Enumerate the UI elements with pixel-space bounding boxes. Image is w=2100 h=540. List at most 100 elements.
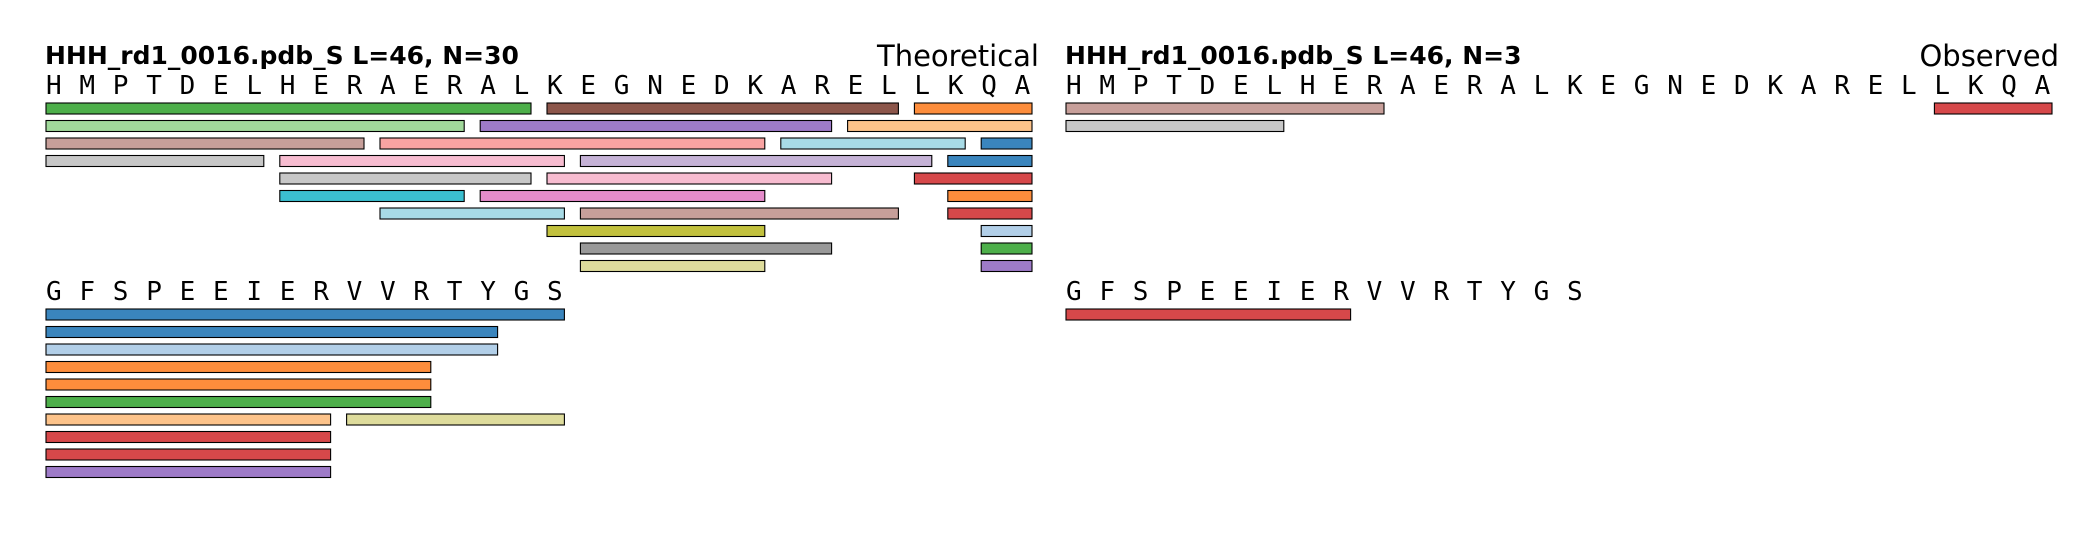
observed-residue-7: L bbox=[1266, 71, 1282, 101]
observed-residue-44: Y bbox=[1500, 277, 1516, 307]
observed-residue-34: P bbox=[1166, 277, 1182, 307]
theoretical-residue-35: E bbox=[180, 277, 196, 307]
observed-peptide-bar-2 bbox=[1933, 102, 2053, 115]
observed-residue-14: A bbox=[1500, 71, 1516, 101]
theoretical-residue-17: E bbox=[580, 71, 596, 101]
theoretical-peptide-bar-1 bbox=[45, 102, 532, 115]
theoretical-residue-23: A bbox=[781, 71, 797, 101]
theoretical-residue-46: S bbox=[547, 277, 563, 307]
observed-residue-36: E bbox=[1233, 277, 1249, 307]
observed-residue-33: S bbox=[1133, 277, 1149, 307]
theoretical-residue-40: V bbox=[347, 277, 363, 307]
observed-peptide-bars bbox=[1065, 102, 2053, 321]
theoretical-peptide-bar-16 bbox=[546, 172, 833, 185]
theoretical-residue-25: E bbox=[848, 71, 864, 101]
observed-residue-28: K bbox=[1968, 71, 1984, 101]
theoretical-peptide-bar-6 bbox=[847, 119, 1033, 133]
observed-label: Observed bbox=[1919, 39, 2059, 73]
theoretical-peptide-bar-26 bbox=[579, 242, 833, 255]
theoretical-residue-30: A bbox=[1015, 71, 1031, 101]
observed-residue-35: E bbox=[1200, 277, 1216, 307]
observed-residue-23: A bbox=[1801, 71, 1817, 101]
observed-residue-37: I bbox=[1266, 277, 1282, 307]
theoretical-peptide-bar-11 bbox=[45, 154, 265, 168]
theoretical-residue-12: E bbox=[413, 71, 429, 101]
theoretical-residue-1: H bbox=[46, 71, 62, 101]
theoretical-residue-19: N bbox=[647, 71, 663, 101]
theoretical-peptide-bar-9 bbox=[780, 137, 966, 150]
theoretical-peptide-bar-30 bbox=[45, 308, 565, 321]
theoretical-peptide-bar-29 bbox=[980, 259, 1033, 273]
theoretical-peptide-bar-39 bbox=[45, 448, 332, 461]
theoretical-residues: H M P T D E L H E R A E R A L K E G N E D K A R E L L K Q AG F S P E E I E R V… bbox=[46, 71, 1031, 307]
theoretical-residue-7: L bbox=[246, 71, 262, 101]
observed-residue-41: V bbox=[1400, 277, 1416, 307]
theoretical-peptide-bar-35 bbox=[45, 395, 432, 409]
theoretical-residue-21: D bbox=[714, 71, 730, 101]
observed-residue-17: E bbox=[1600, 71, 1616, 101]
observed-peptide-bar-4 bbox=[1065, 308, 1352, 321]
theoretical-residue-2: M bbox=[79, 71, 95, 101]
theoretical-peptide-bar-15 bbox=[279, 172, 532, 185]
theoretical-residue-29: Q bbox=[981, 71, 997, 101]
theoretical-peptide-bar-10 bbox=[980, 137, 1033, 150]
theoretical-peptide-bar-13 bbox=[579, 154, 933, 168]
theoretical-peptide-bar-20 bbox=[947, 189, 1033, 203]
theoretical-residue-31: G bbox=[46, 277, 62, 307]
theoretical-residue-15: L bbox=[514, 71, 530, 101]
observed-residue-25: E bbox=[1868, 71, 1884, 101]
theoretical-peptide-bar-3 bbox=[913, 102, 1033, 115]
observed-residue-12: E bbox=[1433, 71, 1449, 101]
theoretical-residue-24: R bbox=[814, 71, 830, 101]
theoretical-residue-4: T bbox=[146, 71, 162, 101]
theoretical-residue-39: R bbox=[313, 277, 329, 307]
theoretical-residue-16: K bbox=[547, 71, 563, 101]
observed-residue-1: H bbox=[1066, 71, 1082, 101]
theoretical-residue-43: T bbox=[447, 277, 463, 307]
theoretical-peptide-bar-5 bbox=[479, 119, 833, 133]
theoretical-peptide-bar-37 bbox=[346, 413, 565, 426]
theoretical-peptide-bar-24 bbox=[546, 224, 766, 238]
theoretical-residue-36: E bbox=[213, 277, 229, 307]
observed-residue-29: Q bbox=[2001, 71, 2017, 101]
theoretical-peptide-bar-7 bbox=[45, 137, 365, 150]
observed-residue-21: D bbox=[1734, 71, 1750, 101]
theoretical-residue-10: R bbox=[347, 71, 363, 101]
observed-residue-39: R bbox=[1333, 277, 1349, 307]
theoretical-residue-32: F bbox=[79, 277, 95, 307]
theoretical-residue-37: I bbox=[246, 277, 262, 307]
observed-residue-20: E bbox=[1701, 71, 1717, 101]
observed-residue-42: R bbox=[1433, 277, 1449, 307]
theoretical-label: Theoretical bbox=[876, 39, 1039, 73]
theoretical-residue-42: R bbox=[413, 277, 429, 307]
observed-residue-16: K bbox=[1567, 71, 1583, 101]
theoretical-peptide-bar-18 bbox=[279, 189, 465, 203]
theoretical-residue-27: L bbox=[914, 71, 930, 101]
theoretical-peptide-bar-4 bbox=[45, 119, 465, 133]
theoretical-peptide-bar-34 bbox=[45, 378, 432, 391]
theoretical-peptide-bar-40 bbox=[45, 465, 332, 479]
observed-title: HHH_rd1_0016.pdb_S L=46, N=3 bbox=[1065, 41, 1522, 70]
theoretical-residue-11: A bbox=[380, 71, 396, 101]
theoretical-residue-14: A bbox=[480, 71, 496, 101]
observed-residue-46: S bbox=[1567, 277, 1583, 307]
theoretical-peptide-bar-38 bbox=[45, 430, 332, 444]
observed-residue-31: G bbox=[1066, 277, 1082, 307]
theoretical-residue-33: S bbox=[113, 277, 129, 307]
theoretical-peptide-bar-12 bbox=[279, 154, 565, 168]
observed-residue-5: D bbox=[1200, 71, 1216, 101]
observed-residue-26: L bbox=[1901, 71, 1917, 101]
observed-residue-4: T bbox=[1166, 71, 1182, 101]
theoretical-residue-5: D bbox=[180, 71, 196, 101]
theoretical-peptide-bar-31 bbox=[45, 325, 499, 339]
observed-peptide-bar-3 bbox=[1065, 119, 1285, 133]
theoretical-residue-26: L bbox=[881, 71, 897, 101]
theoretical-peptide-bar-17 bbox=[913, 172, 1033, 185]
theoretical-residue-18: G bbox=[614, 71, 630, 101]
observed-residue-43: T bbox=[1467, 277, 1483, 307]
theoretical-peptide-bar-23 bbox=[947, 207, 1033, 220]
theoretical-residue-34: P bbox=[146, 277, 162, 307]
observed-residue-6: E bbox=[1233, 71, 1249, 101]
